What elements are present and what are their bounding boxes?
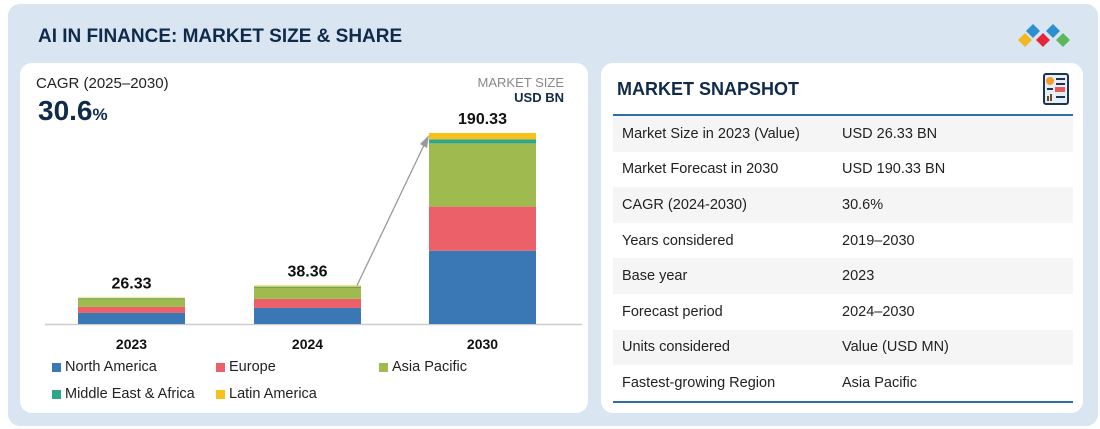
legend-swatch (379, 362, 388, 372)
row-value: 2023 (842, 268, 875, 285)
bar-segment-europe (254, 298, 361, 308)
legend-label: Europe (229, 359, 276, 375)
legend-swatch (52, 362, 61, 372)
bar-segment-north-america (429, 250, 536, 324)
table-row: Fastest-growing Region Asia Pacific (613, 365, 1073, 401)
snapshot-table: Market Size in 2023 (Value) USD 26.33 BN M… (613, 114, 1073, 403)
growth-arrow (356, 142, 426, 286)
arrow-head-icon (420, 135, 429, 148)
bar-segment-latin-america (78, 297, 185, 299)
table-row: CAGR (2024-2030) 30.6% (613, 187, 1073, 223)
table-row: Units considered Value (USD MN) (613, 329, 1073, 366)
row-label: Base year (622, 268, 688, 285)
legend-label: Latin America (229, 386, 317, 402)
row-label: Fastest-growing Region (622, 374, 776, 391)
table-row: Base year 2023 (613, 258, 1073, 294)
bar-segment-middle-east-africa (254, 286, 361, 288)
row-value: 2019–2030 (842, 232, 915, 249)
bar-segment-asia-pacific (254, 287, 361, 299)
stacked-bar-chart: 26.33 2023 38.36 2024 190.33 2030 (45, 111, 582, 352)
legend-item: Middle East & Africa (52, 386, 195, 402)
legend-item: Europe (216, 359, 276, 375)
row-label: Market Forecast in 2030 (622, 161, 779, 178)
market-snapshot-card: MARKET SNAPSHOT Market Size in 2023 (Val… (601, 63, 1083, 413)
table-row: Market Size in 2023 (Value) USD 26.33 BN (613, 116, 1073, 152)
report-document-icon (1043, 73, 1069, 105)
legend-swatch (216, 389, 225, 399)
bar-segment-europe (78, 306, 185, 313)
row-value: 2024–2030 (842, 303, 915, 320)
legend-item: Latin America (216, 386, 317, 402)
bar-segment-middle-east-africa (429, 139, 536, 144)
row-value: Value (USD MN) (842, 339, 949, 356)
legend-item: Asia Pacific (379, 359, 467, 375)
snapshot-title: MARKET SNAPSHOT (617, 79, 800, 99)
legend-swatch (216, 362, 225, 372)
row-value: USD 26.33 BN (842, 125, 938, 142)
legend-item: North America (52, 359, 157, 375)
row-label: CAGR (2024-2030) (622, 196, 747, 213)
cagr-unit: % (92, 105, 108, 124)
total-label: 38.36 (287, 264, 327, 281)
row-label: Forecast period (622, 303, 723, 320)
cagr-number: 30.6 (38, 95, 93, 126)
page-title: AI IN FINANCE: MARKET SIZE & SHARE (38, 26, 403, 47)
row-value: Asia Pacific (842, 374, 917, 391)
row-value: USD 190.33 BN (842, 161, 946, 178)
row-label: Units considered (622, 339, 730, 356)
bar-segment-europe (429, 206, 536, 251)
total-label: 190.33 (458, 111, 507, 128)
legend-label: North America (65, 359, 157, 375)
bar-segment-north-america (78, 312, 185, 324)
cagr-value: 30.6% (38, 95, 108, 127)
table-row: Market Forecast in 2030 USD 190.33 BN (613, 152, 1073, 188)
logo-icon (1018, 24, 1070, 47)
market-size-label: MARKET SIZE (477, 75, 564, 90)
legend-label: Middle East & Africa (65, 386, 195, 402)
row-label: Market Size in 2023 (Value) (622, 125, 800, 142)
table-row: Forecast period 2024–2030 (613, 294, 1073, 330)
row-label: Years considered (622, 232, 734, 249)
bar-segment-asia-pacific (429, 143, 536, 207)
legend-label: Asia Pacific (392, 359, 467, 375)
market-size-card: CAGR (2025–2030) 30.6% MARKET SIZE USD B… (20, 63, 588, 413)
cagr-label: CAGR (2025–2030) (36, 75, 169, 92)
bar-segment-latin-america (254, 285, 361, 287)
table-row: Years considered 2019–2030 (613, 223, 1073, 259)
market-size-unit: USD BN (514, 90, 564, 105)
bar-segment-asia-pacific (78, 298, 185, 307)
legend-swatch (52, 389, 61, 399)
bar-segment-latin-america (429, 133, 536, 140)
bar-segment-north-america (254, 307, 361, 324)
x-tick-label: 2024 (292, 336, 323, 352)
total-label: 26.33 (111, 276, 151, 293)
x-tick-label: 2023 (116, 336, 147, 352)
row-value: 30.6% (842, 196, 884, 213)
x-tick-label: 2030 (467, 336, 498, 352)
bar-segment-middle-east-africa (78, 298, 185, 300)
